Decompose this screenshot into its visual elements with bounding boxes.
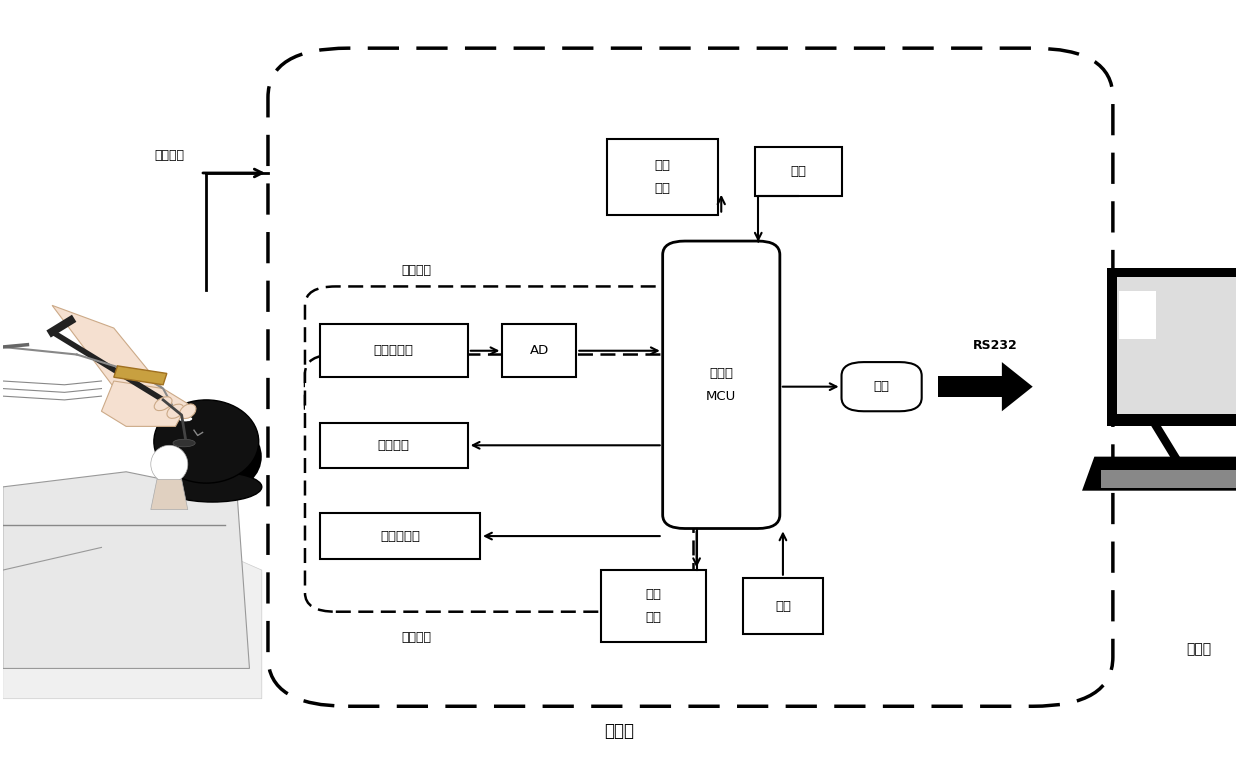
Ellipse shape [154, 400, 259, 483]
Text: 电源: 电源 [774, 600, 790, 613]
FancyBboxPatch shape [601, 570, 706, 642]
Ellipse shape [173, 439, 196, 447]
Polygon shape [114, 366, 167, 385]
Text: 单片机: 单片机 [709, 367, 733, 380]
Text: 控制压力: 控制压力 [401, 631, 431, 644]
FancyBboxPatch shape [743, 578, 823, 635]
FancyBboxPatch shape [1100, 469, 1239, 488]
Ellipse shape [180, 404, 196, 418]
FancyBboxPatch shape [1116, 277, 1239, 415]
FancyBboxPatch shape [1119, 291, 1156, 339]
Polygon shape [102, 381, 188, 427]
Ellipse shape [188, 423, 261, 491]
Text: 气泵充气: 气泵充气 [378, 439, 410, 452]
FancyBboxPatch shape [268, 48, 1113, 706]
Text: 压力传感器: 压力传感器 [374, 344, 414, 357]
Polygon shape [1082, 456, 1239, 491]
Text: 报警: 报警 [646, 611, 662, 624]
FancyBboxPatch shape [1106, 267, 1239, 427]
Text: 显示: 显示 [654, 181, 670, 194]
FancyBboxPatch shape [502, 325, 576, 377]
Text: 应用层: 应用层 [605, 722, 634, 741]
FancyBboxPatch shape [320, 514, 481, 559]
Ellipse shape [151, 445, 188, 483]
Text: 监测压力: 监测压力 [401, 264, 431, 277]
FancyBboxPatch shape [305, 287, 694, 427]
Text: AD: AD [530, 344, 549, 357]
Text: 电磁阀放气: 电磁阀放气 [380, 530, 420, 543]
Ellipse shape [167, 404, 183, 418]
Polygon shape [151, 479, 188, 510]
FancyBboxPatch shape [305, 354, 694, 612]
Polygon shape [2, 472, 249, 668]
Text: 串口: 串口 [873, 380, 890, 393]
FancyBboxPatch shape [320, 325, 468, 377]
Polygon shape [52, 306, 164, 404]
FancyBboxPatch shape [756, 146, 841, 196]
Text: 按键: 按键 [790, 165, 807, 178]
Text: 气囊连接: 气囊连接 [155, 149, 185, 162]
Text: 控制端: 控制端 [1187, 642, 1212, 656]
Text: RS232: RS232 [974, 339, 1018, 352]
FancyBboxPatch shape [607, 139, 719, 215]
Ellipse shape [164, 472, 261, 502]
Polygon shape [1002, 362, 1032, 411]
Text: 声光: 声光 [646, 588, 662, 601]
Ellipse shape [154, 397, 172, 411]
Polygon shape [2, 533, 261, 699]
FancyBboxPatch shape [841, 362, 922, 411]
FancyBboxPatch shape [938, 376, 1002, 397]
Text: 液晶: 液晶 [654, 159, 670, 172]
FancyBboxPatch shape [320, 423, 468, 468]
FancyBboxPatch shape [663, 241, 779, 529]
Ellipse shape [178, 416, 193, 422]
Text: MCU: MCU [706, 389, 736, 402]
